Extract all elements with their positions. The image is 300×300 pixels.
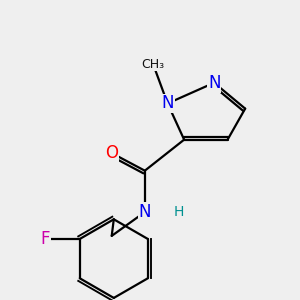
- Text: N: N: [139, 203, 151, 221]
- Text: O: O: [105, 144, 118, 162]
- Text: F: F: [41, 230, 50, 248]
- Text: N: N: [161, 94, 174, 112]
- Text: CH₃: CH₃: [142, 58, 165, 70]
- Text: N: N: [208, 74, 220, 92]
- Text: H: H: [174, 205, 184, 219]
